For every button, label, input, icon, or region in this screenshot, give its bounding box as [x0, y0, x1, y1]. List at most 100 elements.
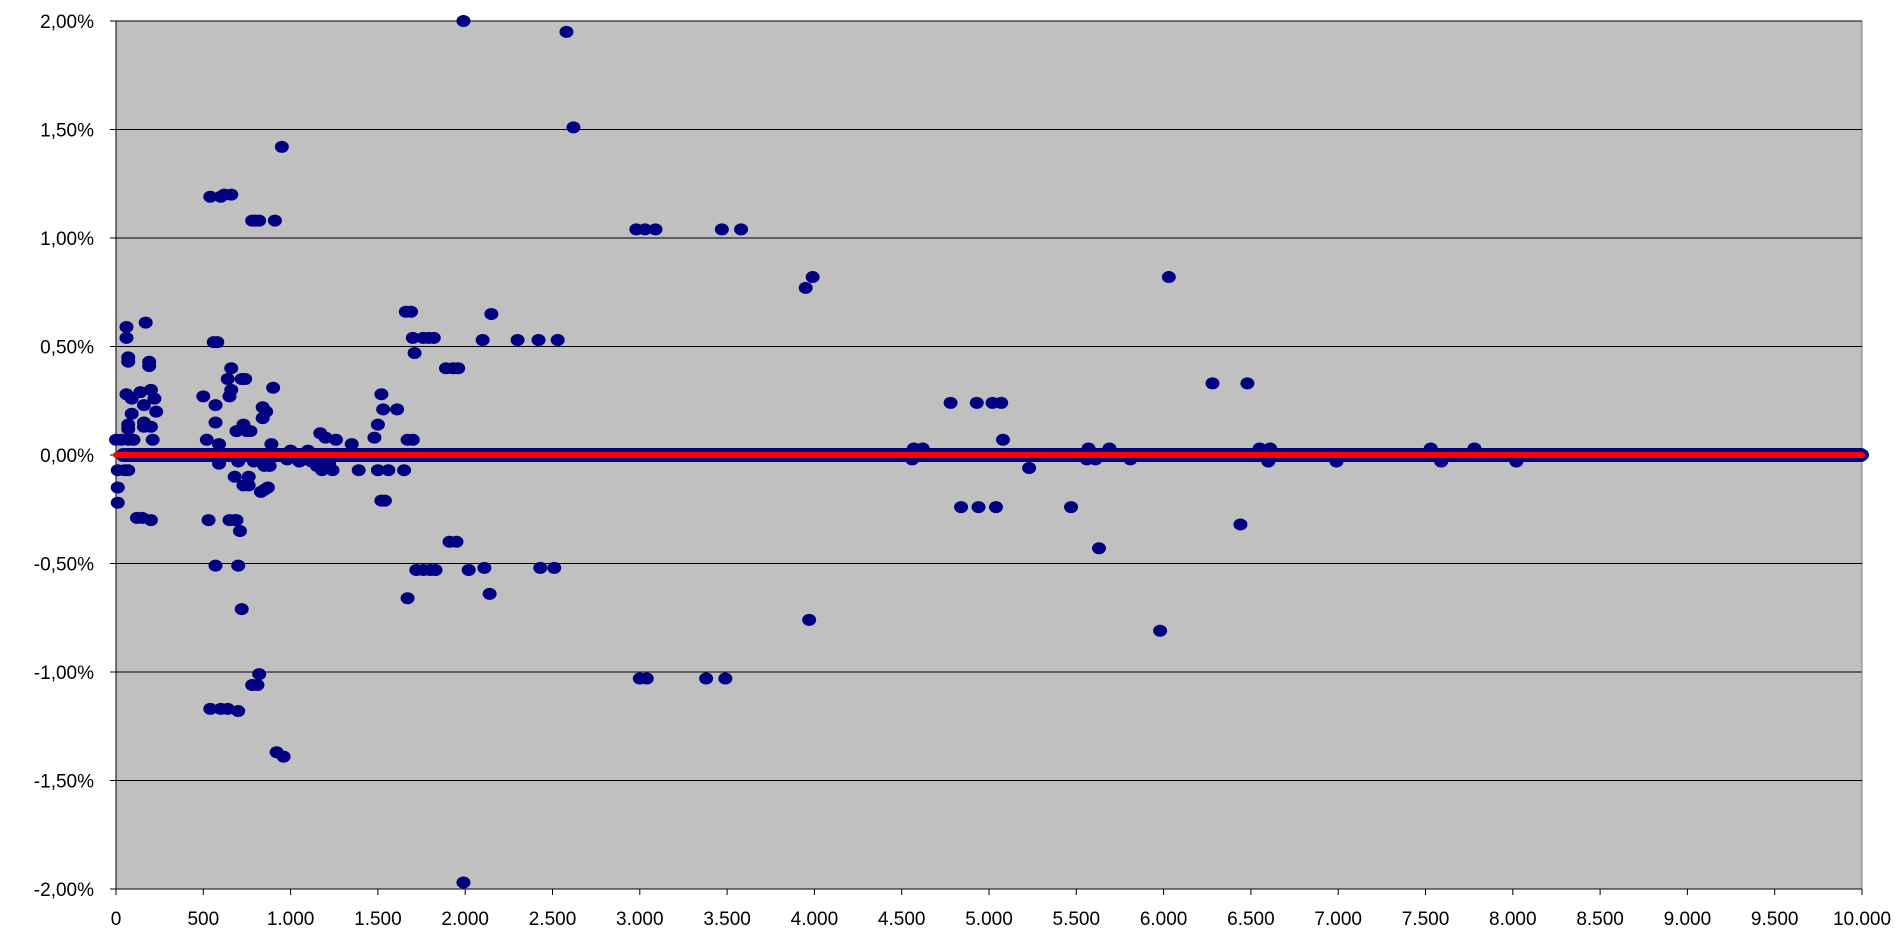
data-point	[1261, 455, 1276, 468]
data-point	[714, 223, 729, 236]
data-point	[121, 355, 136, 368]
data-point	[566, 121, 581, 134]
data-point	[639, 672, 654, 685]
data-point	[367, 431, 382, 444]
data-point	[203, 702, 218, 715]
data-point	[133, 386, 148, 399]
data-point	[995, 433, 1010, 446]
data-point	[1329, 455, 1344, 468]
data-point	[484, 307, 499, 320]
y-tick-label: -0,50%	[34, 555, 94, 576]
data-point	[196, 390, 211, 403]
y-tick-label: 0,00%	[40, 446, 94, 467]
data-point	[145, 433, 160, 446]
data-point	[143, 514, 158, 527]
data-point	[449, 535, 464, 548]
data-point	[376, 403, 391, 416]
data-point	[397, 464, 412, 477]
data-point	[208, 559, 223, 572]
data-point	[201, 514, 216, 527]
data-point	[1161, 271, 1176, 284]
data-point	[475, 333, 490, 346]
data-point	[121, 464, 136, 477]
data-point	[227, 470, 242, 483]
data-point	[210, 336, 225, 349]
data-point	[325, 464, 340, 477]
x-tick-label: 7.000	[1314, 909, 1362, 930]
x-tick-label: 4.000	[791, 909, 839, 930]
x-tick-label: 9.000	[1664, 909, 1712, 930]
data-point	[456, 876, 471, 889]
data-point	[143, 420, 158, 433]
data-point	[971, 501, 986, 514]
data-point	[969, 396, 984, 409]
data-point	[1233, 518, 1248, 531]
data-point	[428, 564, 443, 577]
data-point	[400, 592, 415, 605]
data-point	[252, 668, 267, 681]
x-tick-label: 5.000	[965, 909, 1013, 930]
x-tick-label: 3.500	[703, 909, 751, 930]
y-tick-label: -1,50%	[34, 772, 94, 793]
x-tick-label: 8.500	[1576, 909, 1624, 930]
data-point	[798, 281, 813, 294]
data-point	[266, 381, 281, 394]
data-point	[648, 223, 663, 236]
data-point	[110, 496, 125, 509]
data-point	[1153, 624, 1168, 637]
data-point	[136, 399, 151, 412]
data-point	[121, 422, 136, 435]
data-point	[461, 564, 476, 577]
data-point	[199, 433, 214, 446]
data-point	[147, 392, 162, 405]
data-point	[550, 333, 565, 346]
data-point	[370, 464, 385, 477]
data-point	[119, 320, 134, 333]
x-tick-label: 10.000	[1833, 909, 1891, 930]
x-tick-labels: 0 500 1.000 1.500 2.000 2.500 3.000 3.500 4.000 4…	[111, 909, 1891, 930]
data-point	[243, 425, 258, 438]
data-point	[276, 750, 291, 763]
data-point	[451, 362, 466, 375]
data-point	[1064, 501, 1079, 514]
data-point	[374, 388, 389, 401]
data-point	[943, 396, 958, 409]
x-tick-label: 500	[187, 909, 219, 930]
y-tick-labels: 2,00% 1,50% 1,00% 0,50% 0,00% -0,50% -1,00% -1,…	[34, 12, 94, 901]
x-tick-label: 6.500	[1227, 909, 1275, 930]
data-point	[1434, 455, 1449, 468]
data-point	[405, 433, 420, 446]
data-point	[267, 214, 282, 227]
data-point	[404, 305, 419, 318]
y-tick-label: 2,00%	[40, 12, 94, 33]
data-point	[994, 396, 1009, 409]
data-point	[426, 331, 441, 344]
data-point	[259, 405, 274, 418]
x-tick-label: 6.000	[1140, 909, 1188, 930]
data-point	[246, 455, 261, 468]
data-point	[224, 188, 239, 201]
x-tick-label: 8.000	[1489, 909, 1537, 930]
x-tick-label: 2.000	[441, 909, 489, 930]
data-point	[377, 494, 392, 507]
data-point	[734, 223, 749, 236]
data-point	[802, 613, 817, 626]
data-point	[250, 679, 265, 692]
y-tick-label: -2,00%	[34, 880, 94, 901]
data-point	[1509, 455, 1524, 468]
data-point	[1081, 442, 1096, 455]
data-point	[1102, 442, 1117, 455]
data-point	[405, 331, 420, 344]
data-point	[142, 360, 157, 373]
data-point	[1252, 442, 1267, 455]
data-point	[260, 481, 275, 494]
data-point	[381, 464, 396, 477]
data-point	[1205, 377, 1220, 390]
data-point	[390, 403, 405, 416]
data-point	[407, 347, 422, 360]
data-point	[547, 561, 562, 574]
data-point	[229, 514, 244, 527]
data-point	[220, 373, 235, 386]
data-point	[220, 702, 235, 715]
